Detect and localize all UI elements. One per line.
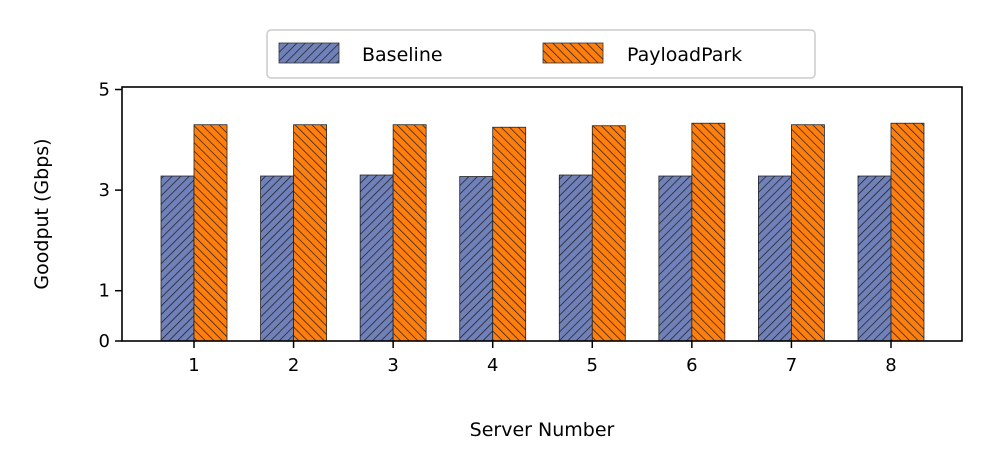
bar-payloadpark-server-4 xyxy=(492,126,527,342)
y-axis-title: Goodput (Gbps) xyxy=(31,138,53,289)
legend-label-payloadpark: PayloadPark xyxy=(627,44,742,66)
bar-payloadpark-server-2 xyxy=(293,124,327,342)
y-tick-label: 5 xyxy=(99,80,110,101)
x-tick-label: 3 xyxy=(387,355,398,376)
y-axis: 0 1 3 5 xyxy=(99,80,122,352)
bar-payloadpark-server-3 xyxy=(392,124,427,342)
x-tick-label: 1 xyxy=(188,355,199,376)
legend-swatch-baseline xyxy=(278,42,340,64)
bar-payloadpark-server-1 xyxy=(193,124,228,342)
legend-frame xyxy=(266,29,816,79)
bar-baseline-server-2 xyxy=(260,175,294,342)
bar-payloadpark-server-8 xyxy=(890,122,925,342)
bar-baseline-server-3 xyxy=(359,174,394,342)
bar-baseline-server-8 xyxy=(857,175,892,342)
x-tick-label: 6 xyxy=(686,355,697,376)
x-axis: 1 2 3 4 5 6 7 8 xyxy=(188,341,897,376)
x-tick-label: 7 xyxy=(786,355,797,376)
x-tick-label: 5 xyxy=(587,355,598,376)
y-tick-label: 0 xyxy=(99,331,110,352)
y-tick-label: 3 xyxy=(99,180,110,201)
x-tick-label: 2 xyxy=(288,355,299,376)
y-tick-label: 1 xyxy=(99,281,110,302)
bar-payloadpark-server-7 xyxy=(791,124,825,342)
x-tick-label: 8 xyxy=(885,355,896,376)
bar-payloadpark-server-5 xyxy=(591,125,626,342)
bars-layer xyxy=(160,122,925,342)
bar-baseline-server-4 xyxy=(459,176,494,342)
legend-swatch-payloadpark xyxy=(542,42,604,64)
legend: Baseline PayloadPark xyxy=(266,29,816,79)
bar-baseline-server-5 xyxy=(558,174,593,342)
bar-baseline-server-7 xyxy=(758,175,792,342)
bar-payloadpark-server-6 xyxy=(691,122,726,342)
x-tick-label: 4 xyxy=(487,355,498,376)
x-axis-title: Server Number xyxy=(470,419,615,441)
bar-baseline-server-1 xyxy=(160,175,195,342)
plot-frame xyxy=(121,86,963,342)
legend-label-baseline: Baseline xyxy=(362,44,443,66)
bar-baseline-server-6 xyxy=(658,175,693,342)
